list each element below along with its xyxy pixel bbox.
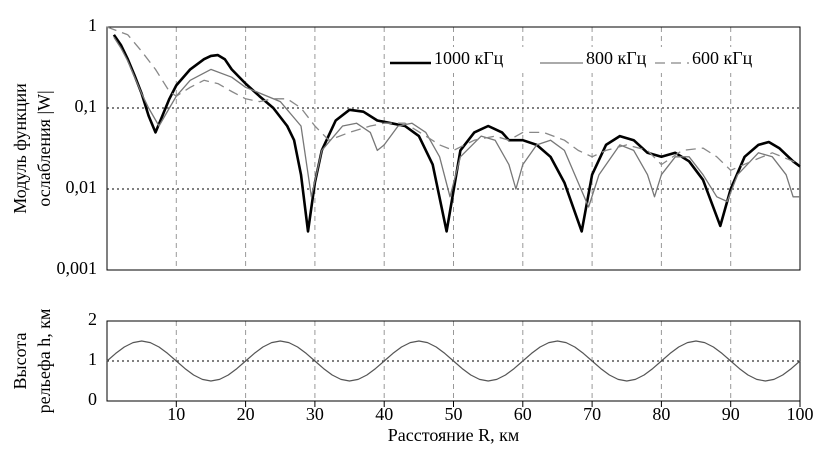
y-axis-label: Высота [10,333,30,390]
y-axis-label: рельефа h, км [34,309,54,414]
y-tick-label: 1 [88,15,97,35]
series-line [112,34,801,233]
x-axis-label: Расстояние R, км [388,425,519,445]
x-tick-label: 40 [375,404,393,424]
y-axis-label: Модуль функции [10,83,30,214]
x-tick-label: 30 [306,404,324,424]
x-tick-label: 10 [167,404,185,424]
x-tick-label: 20 [237,404,255,424]
y-tick-label: 0,001 [57,258,98,278]
y-tick-label: 0,01 [66,177,98,197]
series-line [106,340,801,382]
x-tick-label: 60 [514,404,532,424]
x-tick-label: 100 [787,404,814,424]
x-tick-label: 50 [445,404,463,424]
y-tick-label: 2 [88,309,97,329]
y-tick-label: 0 [88,389,97,409]
y-tick-label: 0,1 [75,96,98,116]
y-axis-label: ослабления |W| [34,90,54,206]
x-tick-label: 70 [583,404,601,424]
legend-label: 1000 кГц [434,48,504,68]
x-tick-label: 90 [722,404,740,424]
legend-label: 800 кГц [586,48,647,68]
y-tick-label: 1 [88,349,97,369]
series-line [106,26,801,171]
x-tick-label: 80 [652,404,670,424]
legend-label: 600 кГц [692,48,753,68]
plot-frame [106,26,801,271]
series-line [113,36,800,208]
legend-box [386,47,799,73]
